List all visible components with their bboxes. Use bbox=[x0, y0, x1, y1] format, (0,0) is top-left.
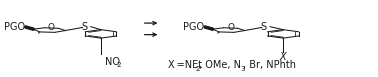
Text: PGO: PGO bbox=[4, 22, 25, 32]
Text: , Br, NPhth: , Br, NPhth bbox=[243, 60, 296, 70]
Text: PGO: PGO bbox=[183, 22, 204, 32]
Text: O: O bbox=[227, 23, 234, 32]
Text: 2: 2 bbox=[196, 66, 200, 72]
Text: S: S bbox=[81, 22, 87, 32]
Text: X: X bbox=[280, 52, 287, 62]
Text: 3: 3 bbox=[241, 66, 245, 72]
Text: 2: 2 bbox=[116, 62, 121, 68]
Text: O: O bbox=[48, 23, 55, 32]
Text: X =NEt: X =NEt bbox=[168, 60, 202, 70]
Text: S: S bbox=[260, 22, 266, 32]
Text: NO: NO bbox=[105, 57, 119, 67]
Text: , OMe, N: , OMe, N bbox=[199, 60, 241, 70]
